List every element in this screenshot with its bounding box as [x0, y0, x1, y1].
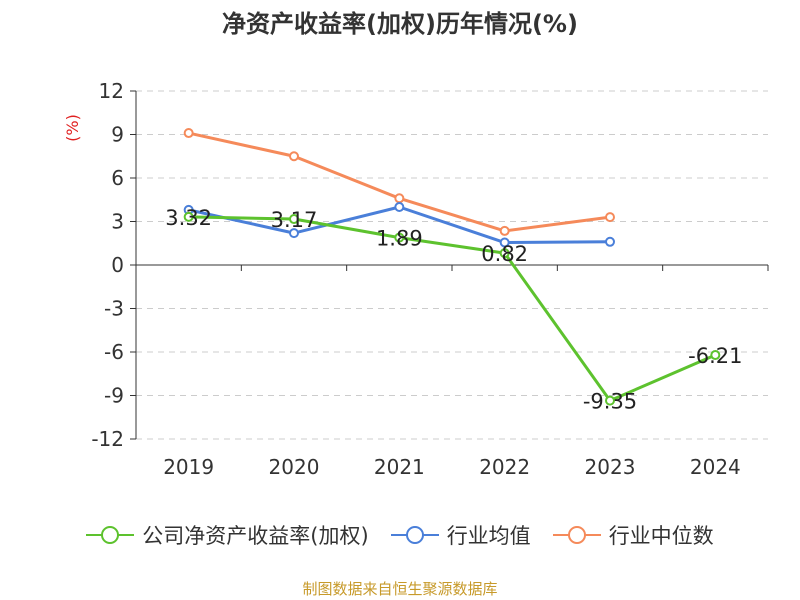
- data-label: -6.21: [688, 344, 742, 368]
- data-source-footer: 制图数据来自恒生聚源数据库: [302, 580, 498, 598]
- x-tick-label: 2020: [269, 455, 320, 479]
- y-tick-label: 12: [99, 79, 124, 103]
- y-tick-label: -6: [104, 340, 124, 364]
- y-tick-label: -3: [104, 297, 124, 321]
- data-label: 3.32: [165, 206, 212, 230]
- x-tick-label: 2023: [585, 455, 636, 479]
- data-point: [605, 212, 615, 223]
- y-tick-label: 6: [111, 166, 124, 190]
- data-point: [289, 151, 299, 162]
- legend-item-industry-median[interactable]: 行业中位数: [552, 520, 714, 550]
- legend-item-industry-mean[interactable]: 行业均值: [390, 520, 531, 550]
- data-label-layer: 3.32 3.17 1.89 0.82 -9.35 -6.21: [165, 206, 742, 414]
- data-point: [605, 236, 615, 247]
- y-tick-label: -9: [104, 384, 124, 408]
- y-tick-label: -12: [91, 427, 124, 451]
- chart-title: 净资产收益率(加权)历年情况(%): [222, 10, 578, 38]
- x-tick-label: 2019: [163, 455, 214, 479]
- data-point: [183, 211, 194, 222]
- series-line: [188, 215, 716, 403]
- data-point: [499, 248, 510, 259]
- y-tick-label: 3: [111, 210, 124, 234]
- data-point: [289, 214, 299, 225]
- data-point: [605, 395, 615, 406]
- series-layer: [183, 128, 721, 406]
- legend-label-company: 公司净资产收益率(加权): [142, 524, 369, 548]
- legend-swatch-company: [86, 526, 135, 544]
- axis-layer: 12 9 6 3 0 -3 -6 -9 -12 2019 2020 2021 2022 2023 2024: [91, 79, 769, 479]
- data-point: [710, 350, 721, 361]
- data-point: [499, 237, 510, 248]
- legend-label-industry-mean: 行业均值: [446, 524, 531, 548]
- x-tick-label: 2022: [479, 455, 530, 479]
- data-point: [394, 202, 405, 212]
- legend-item-company[interactable]: 公司净资产收益率(加权): [86, 520, 369, 550]
- data-label: -9.35: [583, 390, 637, 414]
- data-point: [183, 128, 194, 139]
- x-tick-label: 2021: [374, 455, 425, 479]
- data-label: 0.82: [481, 242, 528, 266]
- legend-swatch-industry-mean: [390, 526, 439, 544]
- y-tick-label: 9: [111, 123, 124, 147]
- series-line: [188, 131, 611, 233]
- data-label: 1.89: [376, 227, 423, 251]
- data-point: [289, 228, 299, 239]
- data-point: [394, 232, 405, 243]
- data-point: [499, 225, 510, 236]
- legend: 公司净资产收益率(加权) 行业均值 行业中位数: [0, 520, 800, 550]
- data-point: [394, 193, 405, 204]
- y-axis-label: (%): [63, 114, 82, 142]
- legend-swatch-industry-median: [552, 526, 601, 544]
- x-tick-label: 2024: [690, 455, 741, 479]
- y-tick-label: 0: [111, 253, 124, 277]
- data-label: 3.17: [271, 208, 318, 232]
- legend-label-industry-median: 行业中位数: [608, 524, 714, 548]
